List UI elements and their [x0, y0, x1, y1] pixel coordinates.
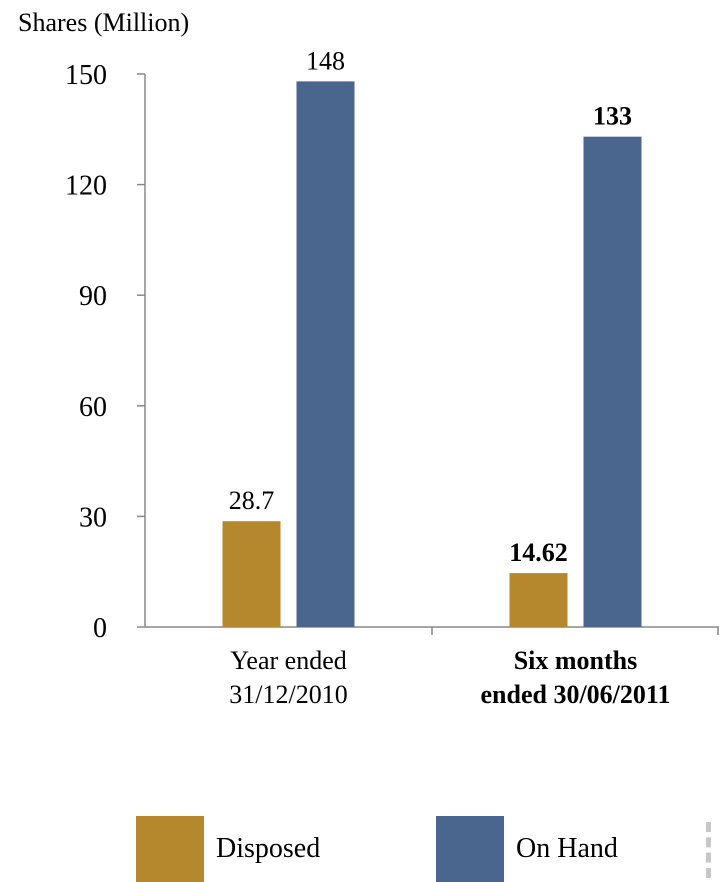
legend-item-on-hand: On Hand	[436, 816, 618, 882]
x-category-label: 31/12/2010	[229, 680, 347, 709]
bar-on-hand	[583, 136, 642, 627]
x-category-label: Year ended	[230, 646, 347, 675]
legend-label-on-hand: On Hand	[516, 833, 618, 864]
y-tick-label: 0	[93, 613, 107, 644]
y-tick-label: 30	[79, 502, 107, 533]
legend-swatch-disposed	[136, 816, 204, 882]
x-category-label: Six months	[514, 646, 638, 675]
edge-marker	[706, 822, 719, 878]
bar-on-hand	[296, 81, 355, 627]
data-label: 14.62	[509, 538, 568, 567]
x-category-label: ended 30/06/2011	[481, 680, 671, 709]
y-tick-label: 90	[79, 281, 107, 312]
y-tick-label: 60	[79, 392, 107, 423]
data-label: 148	[306, 46, 345, 75]
legend-item-disposed: Disposed	[136, 816, 320, 882]
data-label: 28.7	[229, 486, 275, 515]
y-axis-label: Shares (Million)	[18, 8, 190, 37]
bar-disposed	[509, 573, 568, 627]
bar-disposed	[222, 521, 281, 627]
y-tick-label: 150	[65, 60, 107, 91]
bar-chart: 0 30 60 90 120 150 28.7 148 Year ended 31/12/2010…	[65, 46, 719, 709]
data-label: 133	[593, 102, 632, 131]
legend-swatch-on-hand	[436, 816, 504, 882]
legend-label-disposed: Disposed	[216, 833, 321, 864]
y-tick-label: 120	[65, 171, 107, 202]
